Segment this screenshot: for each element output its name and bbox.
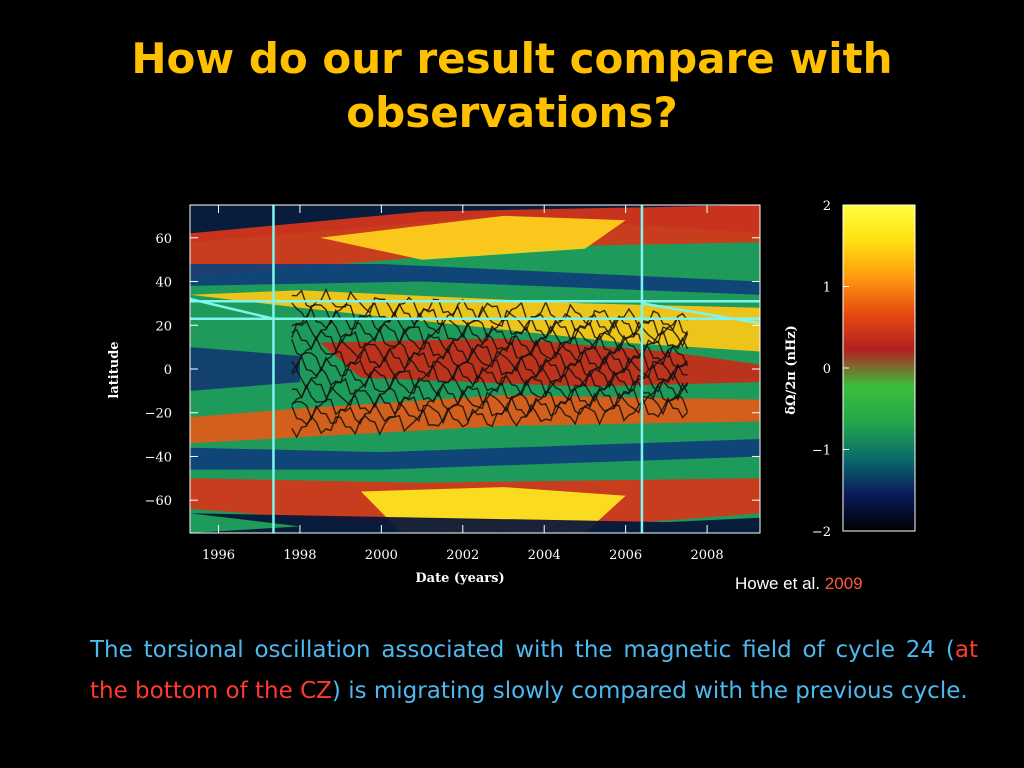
guide-lines [190, 205, 760, 533]
x-tick-label-2: 2000 [365, 548, 398, 563]
band-polar-dark-south [190, 513, 760, 533]
torsional-oscillation-figure: 1996 1998 2000 2002 2004 2006 20086040200−20−4… [107, 199, 916, 586]
body-text-part1: The torsional oscillation associated wit… [90, 637, 955, 663]
plot-axes: 1996 1998 2000 2002 2004 2006 2008 60 40 20 0 −20 −4… [145, 204, 761, 563]
slide-title-line2: observations? [346, 88, 678, 137]
colorbar-tick-label-4: −2 [812, 525, 831, 540]
band-north-high-yellow [320, 215, 626, 260]
y-tick-label-0: 60 [155, 232, 172, 247]
band-south-blue [190, 439, 760, 470]
x-tick-label-4: 2004 [528, 548, 561, 563]
colorbar-tick-label-0: 2 [823, 199, 831, 214]
y-tick-label-4: −20 [145, 407, 172, 422]
y-tick-label-1: 40 [155, 276, 172, 291]
slide-title: How do our result compare with observati… [0, 32, 1024, 140]
contour-line-13 [291, 396, 689, 439]
colorbar-fill [842, 204, 916, 532]
citation-year: 2009 [824, 574, 863, 593]
body-text-part2: ) is migrating slowly compared with the … [331, 678, 968, 704]
x-tick-label-0: 1996 [202, 548, 235, 563]
guide-slanted-1 [641, 302, 760, 325]
body-text-highlight: at the bottom of the CZ [90, 637, 978, 704]
contour-line-12 [291, 392, 689, 426]
body-paragraph: The torsional oscillation associated wit… [90, 630, 978, 712]
x-tick-label-5: 2006 [609, 548, 642, 563]
contour-line-3 [291, 318, 689, 353]
band-south-mid-orange [190, 395, 760, 444]
x-tick-label-3: 2002 [446, 548, 479, 563]
colorbar-tick-label-1: 1 [823, 281, 831, 296]
x-tick-label-1: 1998 [283, 548, 316, 563]
colorbar: 2 1 0 −1 −2 [812, 199, 916, 540]
citation-author: Howe et al. [735, 574, 821, 593]
y-tick-label-5: −40 [145, 450, 172, 465]
contour-line-4 [291, 327, 689, 359]
contour-line-7 [291, 355, 688, 382]
y-tick-label-6: −60 [145, 494, 172, 509]
colorbar-label: δΩ/2π (nHz) [784, 325, 799, 415]
colorbar-tick-label-2: 0 [823, 362, 831, 377]
contour-line-8 [291, 362, 688, 391]
citation: Howe et al. 2009 [735, 574, 863, 594]
band-north-blue [190, 264, 760, 295]
guide-slanted-0 [190, 297, 274, 320]
x-tick-label-6: 2008 [691, 548, 724, 563]
y-axis-label: latitude [107, 341, 122, 398]
y-tick-label-2: 20 [155, 319, 172, 334]
x-axis-label: Date (years) [415, 571, 504, 586]
colorbar-tick-label-3: −1 [812, 444, 831, 459]
slide-title-line1: How do our result compare with [131, 34, 893, 83]
y-tick-label-3: 0 [164, 363, 172, 378]
